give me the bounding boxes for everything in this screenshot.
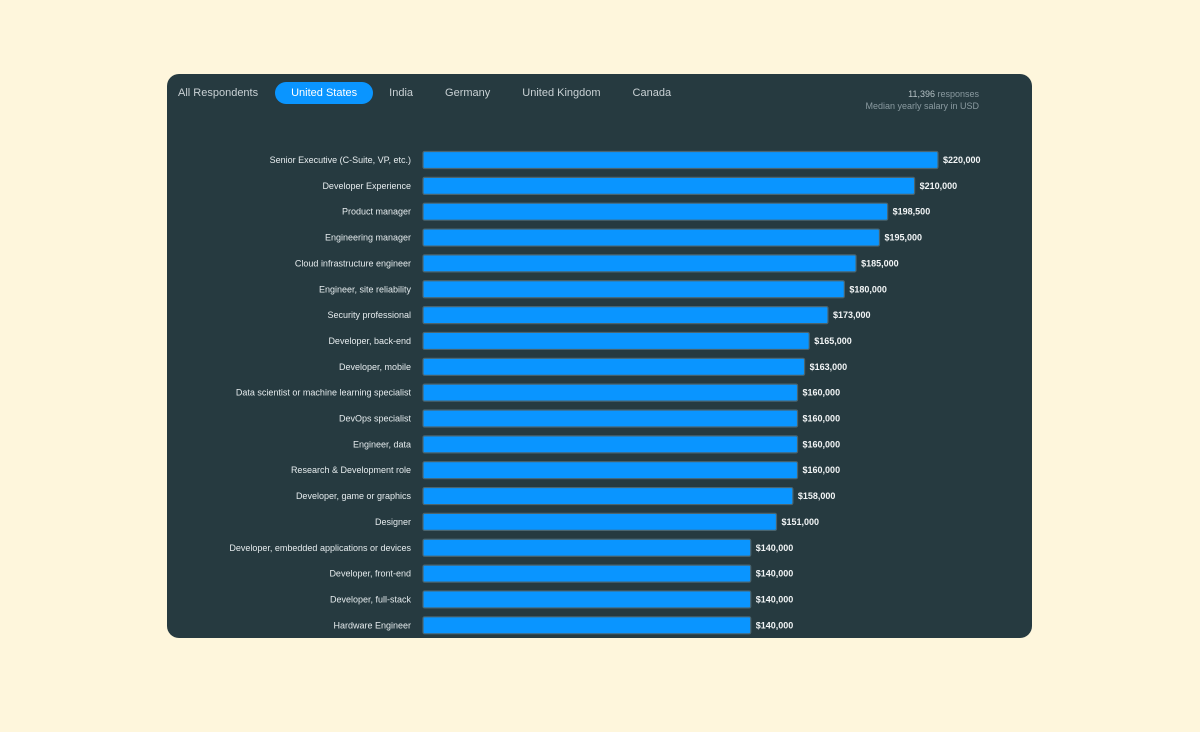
value-label: $160,000 <box>803 388 841 398</box>
value-label: $195,000 <box>884 233 922 243</box>
category-label: Developer, front-end <box>329 569 411 579</box>
bar[interactable] <box>422 409 799 428</box>
bar[interactable] <box>422 512 778 531</box>
category-label: Data scientist or machine learning speci… <box>236 388 412 398</box>
country-tabs: All Respondents United States India Germany… <box>167 82 687 104</box>
bar[interactable] <box>422 306 829 325</box>
category-label: Security professional <box>327 310 411 320</box>
value-label: $151,000 <box>781 517 819 527</box>
value-label: $158,000 <box>798 491 836 501</box>
value-label: $163,000 <box>810 362 848 372</box>
category-label: Engineer, data <box>353 439 411 449</box>
bar[interactable] <box>422 150 939 170</box>
bar[interactable] <box>422 616 752 635</box>
salary-bar-chart: Senior Executive (C-Suite, VP, etc.) $220… <box>229 150 981 635</box>
value-label: $160,000 <box>803 465 841 475</box>
bar[interactable] <box>422 538 752 557</box>
category-label: Designer <box>375 517 411 527</box>
category-label: Developer Experience <box>322 181 411 191</box>
value-label: $173,000 <box>833 310 871 320</box>
tab-united-states[interactable]: United States <box>275 82 374 104</box>
value-label: $185,000 <box>861 258 899 268</box>
bar[interactable] <box>422 486 794 506</box>
tab-germany[interactable]: Germany <box>445 87 491 99</box>
value-label: $140,000 <box>756 543 794 553</box>
bar[interactable] <box>422 202 889 221</box>
value-label: $140,000 <box>756 620 794 630</box>
salary-chart-card: All Respondents United States India Germany… <box>167 74 1032 638</box>
bar[interactable] <box>422 280 845 299</box>
category-label: Developer, back-end <box>328 336 411 346</box>
response-count-suffix: responses <box>934 89 979 99</box>
value-label: $165,000 <box>814 336 852 346</box>
value-label: $180,000 <box>849 284 887 294</box>
response-count: 11,396 responses <box>865 88 979 100</box>
bar[interactable] <box>422 435 799 454</box>
category-label: Developer, game or graphics <box>296 491 412 501</box>
bar[interactable] <box>422 357 806 376</box>
category-label: Senior Executive (C-Suite, VP, etc.) <box>270 155 411 165</box>
category-label: Developer, full-stack <box>330 594 412 604</box>
category-label: Engineer, site reliability <box>319 284 412 294</box>
bar[interactable] <box>422 461 799 480</box>
value-label: $160,000 <box>803 439 841 449</box>
value-label: $220,000 <box>943 155 981 165</box>
tab-india[interactable]: India <box>389 87 414 99</box>
category-label: Cloud infrastructure engineer <box>295 258 411 268</box>
bar[interactable] <box>422 254 857 273</box>
tab-all-respondents[interactable]: All Respondents <box>178 87 259 99</box>
value-label: $160,000 <box>803 414 841 424</box>
tab-canada[interactable]: Canada <box>632 87 672 99</box>
bar[interactable] <box>422 176 916 195</box>
category-label: Developer, mobile <box>339 362 411 372</box>
chart-meta: 11,396 responses Median yearly salary in… <box>865 88 979 112</box>
bar[interactable] <box>422 383 799 402</box>
response-count-number: 11,396 <box>908 89 935 99</box>
tab-united-kingdom[interactable]: United Kingdom <box>522 87 601 99</box>
category-label: Developer, embedded applications or devi… <box>229 543 411 553</box>
category-label: DevOps specialist <box>339 414 412 424</box>
value-label: $210,000 <box>920 181 958 191</box>
bar[interactable] <box>422 228 881 247</box>
category-label: Research & Development role <box>291 465 411 475</box>
category-label: Engineering manager <box>325 233 411 243</box>
chart-subtitle: Median yearly salary in USD <box>865 101 979 111</box>
category-label: Hardware Engineer <box>333 620 411 630</box>
value-label: $140,000 <box>756 569 794 579</box>
bar[interactable] <box>422 331 810 351</box>
category-label: Product manager <box>342 207 411 217</box>
bar[interactable] <box>422 590 752 609</box>
value-label: $198,500 <box>893 207 931 217</box>
value-label: $140,000 <box>756 594 794 604</box>
bar[interactable] <box>422 564 752 583</box>
